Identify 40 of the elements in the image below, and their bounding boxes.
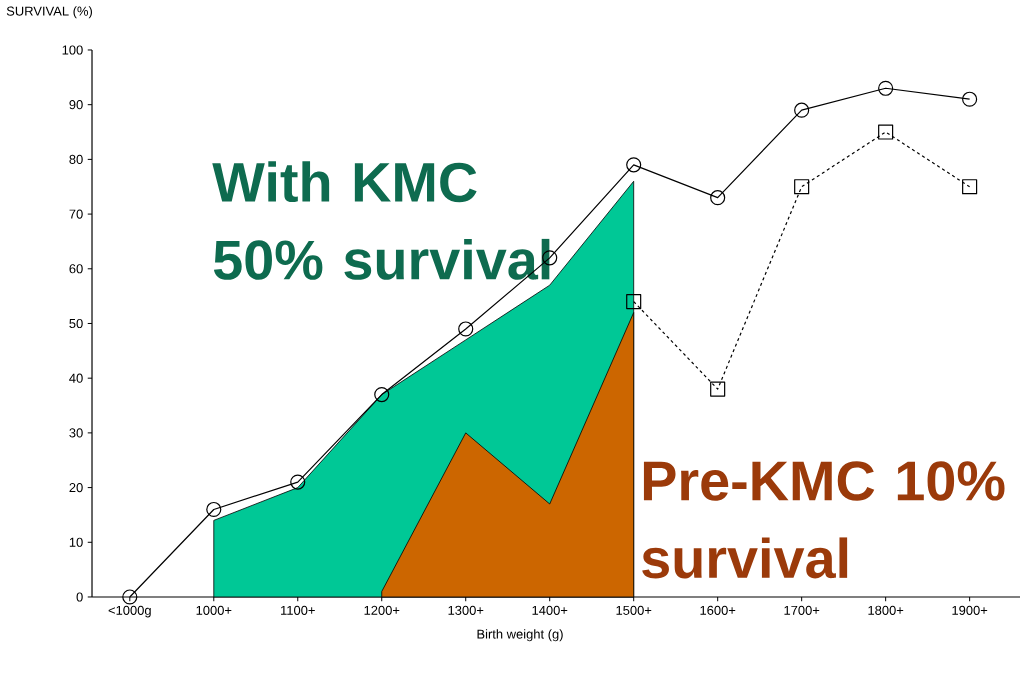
y-tick-label: 10 — [69, 537, 83, 547]
point — [710, 381, 726, 397]
y-tick-label: 70 — [69, 209, 83, 219]
point — [122, 589, 138, 605]
y-tick-label: 90 — [69, 100, 83, 110]
x-axis-title: Birth weight (g) — [477, 629, 563, 642]
x-tick-label: 1700+ — [784, 605, 820, 615]
y-tick-label: 100 — [62, 45, 83, 55]
y-tick-label: 80 — [69, 154, 83, 164]
x-tick-label: 1800+ — [868, 605, 904, 615]
point — [458, 321, 474, 337]
point — [794, 102, 810, 118]
point — [962, 179, 978, 195]
x-tick-label: 1600+ — [700, 605, 736, 615]
point — [626, 157, 642, 173]
x-tick-label: 1900+ — [952, 605, 988, 615]
y-tick-label: 0 — [76, 592, 83, 602]
annotation: Pre-KMC 10% survival — [642, 461, 1005, 579]
x-tick-label: 1100+ — [281, 605, 315, 615]
x-tick-label: 1400+ — [532, 605, 568, 615]
point — [290, 474, 306, 490]
y-tick-label: 50 — [69, 318, 83, 329]
x-tick-label: <1000g — [108, 605, 151, 618]
y-axis-title: SURVIVAL (%) — [6, 6, 92, 19]
point — [374, 387, 390, 403]
y-tick-label: 20 — [69, 483, 83, 493]
x-tick-label: 1500+ — [616, 605, 652, 615]
point — [626, 294, 642, 310]
y-tick-label: 30 — [69, 428, 83, 438]
point — [710, 190, 726, 206]
point — [878, 124, 894, 140]
y-tick-label: 60 — [69, 264, 83, 274]
point — [878, 80, 894, 96]
x-tick-label: 1300+ — [448, 605, 484, 615]
point — [962, 91, 978, 107]
y-tick-label: 40 — [69, 373, 83, 383]
x-tick-label: 1000+ — [196, 605, 232, 615]
point — [794, 179, 810, 195]
x-tick-label: 1200+ — [364, 605, 400, 615]
point — [206, 501, 222, 518]
